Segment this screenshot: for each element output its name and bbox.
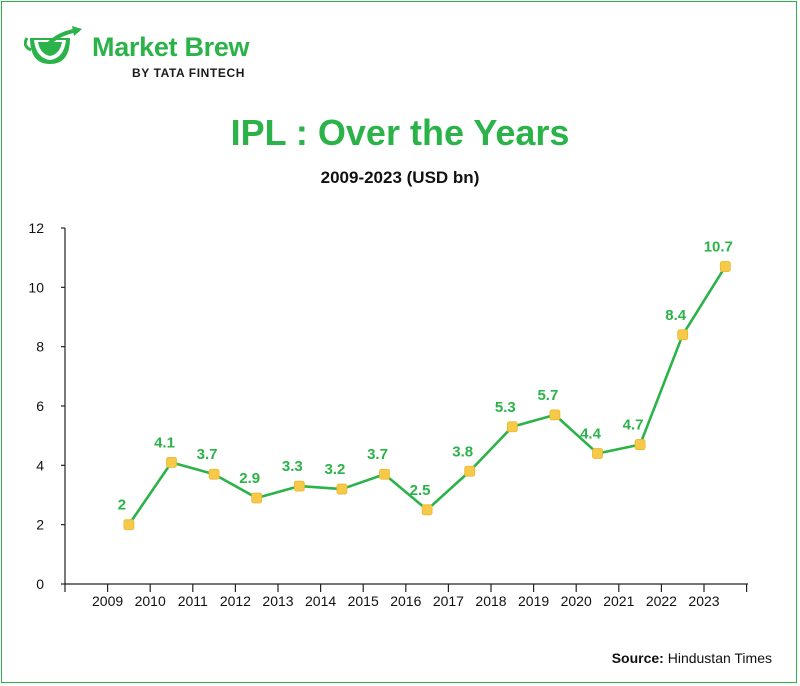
data-label: 3.3 xyxy=(282,458,303,475)
data-point xyxy=(123,519,135,531)
x-tick-label: 2022 xyxy=(646,593,677,609)
data-point xyxy=(592,448,603,459)
x-tick-label: 2015 xyxy=(348,593,379,609)
data-point xyxy=(634,439,646,450)
data-label: 5.3 xyxy=(495,399,516,416)
data-point xyxy=(166,456,177,468)
brand-tagline: BY TATA FINTECH xyxy=(132,66,245,80)
data-point xyxy=(421,504,433,516)
x-tick-label: 2011 xyxy=(178,593,208,609)
x-tick-label: 2012 xyxy=(220,593,251,609)
data-label: 8.4 xyxy=(665,307,687,324)
y-tick-label: 10 xyxy=(28,279,44,295)
x-tick-label: 2009 xyxy=(92,593,123,609)
y-tick-label: 4 xyxy=(36,457,44,473)
cup-icon xyxy=(24,26,82,64)
chart-subtitle: 2009-2023 (USD bn) xyxy=(320,168,480,187)
data-label: 2.5 xyxy=(410,482,431,499)
x-tick-label: 2018 xyxy=(475,593,506,609)
x-tick-label: 2023 xyxy=(688,593,719,609)
y-tick-label: 2 xyxy=(36,517,44,533)
data-label: 10.7 xyxy=(704,239,733,256)
x-tick-label: 2010 xyxy=(135,593,166,609)
data-label: 2 xyxy=(118,497,126,514)
brand-tagline-name: TATA FINTECH xyxy=(153,66,245,80)
data-label: 3.8 xyxy=(452,443,473,460)
chart-plot: 2 4.1 3.7 2.9 3.3 3.2 3.7 2.5 3.8 5.3 5.7 4.4 4.7 8.4… xyxy=(118,239,733,531)
x-tick-label: 2014 xyxy=(305,593,336,609)
data-label: 4.1 xyxy=(154,434,175,451)
data-label: 4.7 xyxy=(623,417,644,434)
x-tick-label: 2020 xyxy=(561,593,592,609)
brand-logo: Market Brew BY TATA FINTECH xyxy=(24,22,254,82)
data-point xyxy=(293,480,305,492)
data-point xyxy=(677,329,689,341)
data-label: 4.4 xyxy=(580,425,602,442)
data-label: 5.7 xyxy=(537,387,558,404)
data-point xyxy=(549,409,561,421)
chart-title: IPL : Over the Years xyxy=(230,112,570,153)
data-point xyxy=(506,421,518,433)
x-tick-label: 2021 xyxy=(603,593,634,609)
data-point xyxy=(208,468,220,480)
x-tick-label: 2017 xyxy=(433,593,464,609)
data-label: 3.7 xyxy=(367,446,388,463)
y-tick-label: 6 xyxy=(36,398,44,414)
y-tick-label: 8 xyxy=(36,339,44,355)
data-point xyxy=(336,483,348,495)
data-point xyxy=(379,468,390,480)
source-text: Hindustan Times xyxy=(667,650,772,666)
source-note: Source: Hindustan Times xyxy=(612,650,772,666)
source-label: Source: xyxy=(611,650,664,666)
data-point xyxy=(464,465,476,477)
y-tick-label: 12 xyxy=(28,220,44,236)
data-label: 2.9 xyxy=(239,470,260,487)
y-tick-label: 0 xyxy=(36,576,44,592)
chart-axes: 0 2 4 6 8 10 12 2009 2010 2011 2012 2013 2014 2015 201… xyxy=(28,220,748,609)
x-tick-label: 2013 xyxy=(262,593,293,609)
data-point xyxy=(719,261,731,272)
x-tick-label: 2016 xyxy=(390,593,421,609)
brand-tagline-prefix: BY xyxy=(132,66,150,80)
data-label: 3.7 xyxy=(197,446,218,463)
data-point xyxy=(251,492,263,504)
x-tick-label: 2019 xyxy=(518,593,549,609)
brand-name: Market Brew xyxy=(92,32,250,62)
data-label: 3.2 xyxy=(324,461,345,478)
